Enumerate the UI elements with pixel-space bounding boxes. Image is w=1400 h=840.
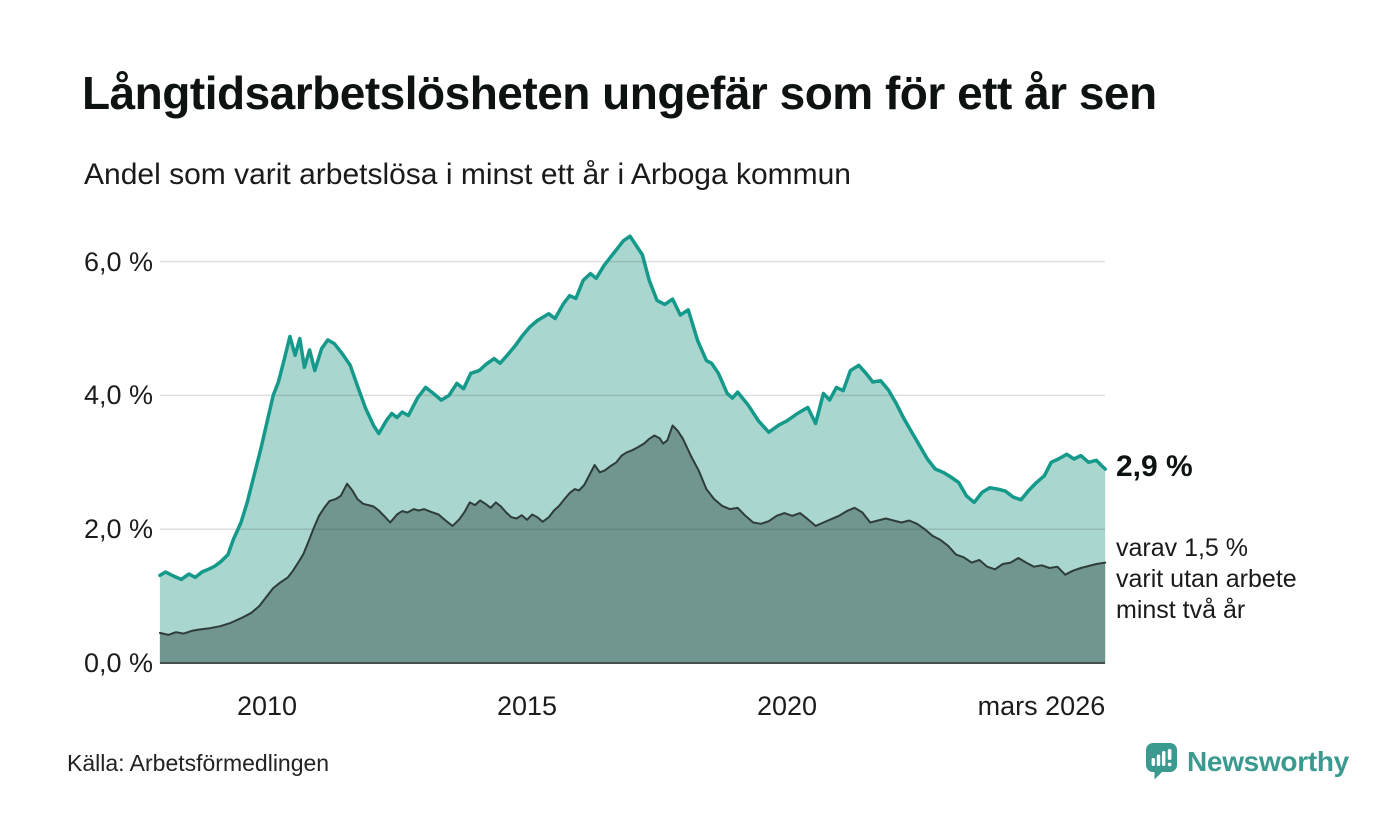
newsworthy-speech-bubble-chart-icon — [1146, 743, 1177, 780]
area-fill-minst-tva-ar — [159, 425, 1106, 663]
newsworthy-logo: Newsworthy — [1146, 743, 1349, 780]
y-tick-label: 6,0 % — [83, 246, 153, 277]
x-tick-label: 2020 — [756, 691, 818, 721]
endpoint-secondary-label: varav 1,5 % varit utan arbete minst två … — [1116, 533, 1297, 626]
endpoint-secondary-line: minst två år — [1116, 596, 1246, 624]
gridlines — [160, 260, 1105, 530]
endpoint-value-label: 2,9 % — [1116, 450, 1193, 483]
source-caption: Källa: Arbetsförmedlingen — [67, 750, 330, 776]
newsworthy-wordmark: Newsworthy — [1187, 745, 1349, 777]
line-minst-tva-ar — [158, 424, 1107, 636]
page-title: Långtidsarbetslösheten ungefär som för e… — [82, 67, 1157, 119]
x-tick-label: 2010 — [236, 691, 298, 721]
y-tick-label: 2,0 % — [83, 514, 153, 545]
x-tick-label: 2015 — [496, 691, 558, 721]
line-minst-ett-ar — [158, 234, 1107, 582]
y-tick-label: 4,0 % — [83, 380, 153, 411]
chart-subtitle: Andel som varit arbetslösa i minst ett å… — [84, 158, 851, 191]
x-tick-label: mars 2026 — [977, 691, 1106, 721]
y-tick-label: 0,0 % — [83, 648, 153, 678]
endpoint-secondary-line: varav 1,5 % — [1116, 534, 1249, 562]
endpoint-secondary-line: varit utan arbete — [1116, 565, 1297, 593]
